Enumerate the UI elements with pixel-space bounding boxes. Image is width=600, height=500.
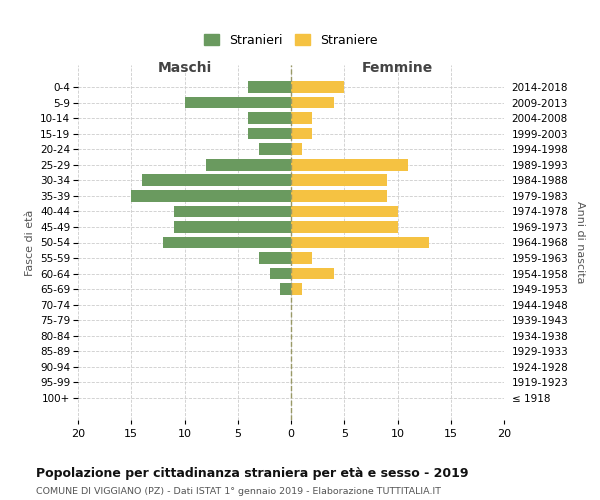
Bar [206, 159, 291, 170]
Bar [291, 221, 398, 233]
Bar [291, 174, 387, 186]
Bar [291, 236, 430, 248]
Bar [248, 128, 291, 140]
Bar [291, 206, 398, 217]
Bar [259, 252, 291, 264]
Text: COMUNE DI VIGGIANO (PZ) - Dati ISTAT 1° gennaio 2019 - Elaborazione TUTTITALIA.I: COMUNE DI VIGGIANO (PZ) - Dati ISTAT 1° … [36, 488, 441, 496]
Text: Popolazione per cittadinanza straniera per età e sesso - 2019: Popolazione per cittadinanza straniera p… [36, 468, 469, 480]
Y-axis label: Fasce di età: Fasce di età [25, 210, 35, 276]
Bar [291, 252, 313, 264]
Bar [174, 206, 291, 217]
Text: Maschi: Maschi [157, 60, 212, 74]
Bar [248, 112, 291, 124]
Bar [291, 112, 313, 124]
Bar [291, 144, 302, 155]
Bar [142, 174, 291, 186]
Text: Femmine: Femmine [362, 60, 433, 74]
Bar [185, 96, 291, 108]
Bar [270, 268, 291, 280]
Bar [291, 96, 334, 108]
Legend: Stranieri, Straniere: Stranieri, Straniere [199, 28, 383, 52]
Bar [291, 284, 302, 295]
Bar [248, 81, 291, 93]
Bar [291, 190, 387, 202]
Bar [174, 221, 291, 233]
Bar [280, 284, 291, 295]
Bar [291, 159, 408, 170]
Bar [163, 236, 291, 248]
Bar [291, 128, 313, 140]
Bar [131, 190, 291, 202]
Bar [259, 144, 291, 155]
Bar [291, 268, 334, 280]
Bar [291, 81, 344, 93]
Y-axis label: Anni di nascita: Anni di nascita [575, 201, 585, 284]
